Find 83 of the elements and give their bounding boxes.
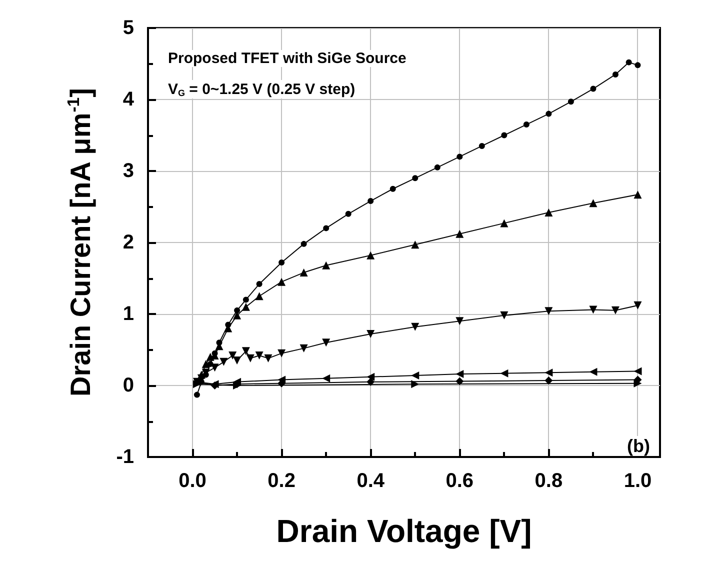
- point: [322, 261, 330, 270]
- x-tick-label: 0.0: [178, 470, 206, 492]
- point: [202, 360, 210, 368]
- point: [523, 122, 530, 128]
- point: [255, 351, 264, 360]
- point: [501, 132, 508, 138]
- point: [434, 164, 440, 170]
- point: [300, 344, 308, 352]
- point: [278, 260, 285, 266]
- annotation: (b): [627, 436, 650, 456]
- point: [544, 376, 553, 384]
- point: [390, 186, 396, 192]
- point: [411, 322, 420, 331]
- point: [411, 380, 420, 388]
- point: [300, 268, 308, 277]
- y-tick-label: 0: [122, 374, 134, 396]
- point: [300, 240, 307, 247]
- x-axis-title: Drain Voltage [V]: [276, 513, 532, 549]
- point: [456, 154, 463, 160]
- point: [500, 369, 508, 378]
- point: [589, 306, 598, 314]
- point: [220, 358, 228, 366]
- point: [366, 251, 375, 260]
- y-tick-label: 2: [122, 232, 134, 254]
- point: [611, 306, 620, 314]
- point: [278, 349, 286, 358]
- x-tick-label: 0.2: [268, 470, 296, 492]
- point: [194, 392, 200, 398]
- point: [228, 351, 237, 360]
- y-tick-label: 5: [122, 17, 134, 39]
- point: [264, 354, 272, 362]
- y-tick-label: 3: [122, 160, 134, 182]
- point: [634, 379, 642, 388]
- point: [412, 175, 418, 182]
- point: [546, 110, 552, 117]
- point: [456, 370, 464, 378]
- point: [255, 292, 264, 300]
- point: [411, 371, 420, 380]
- point: [345, 210, 352, 217]
- point: [322, 338, 330, 347]
- point: [368, 198, 374, 204]
- point: [634, 62, 641, 68]
- point: [246, 354, 254, 362]
- y-tick-label: 4: [122, 88, 135, 110]
- point: [242, 302, 250, 311]
- point: [500, 219, 508, 228]
- y-axis-title: Drain Current [nA μm-1]: [64, 88, 96, 396]
- point: [634, 190, 642, 199]
- y-tick-label: -1: [116, 446, 134, 468]
- point: [323, 225, 330, 232]
- point: [366, 378, 375, 386]
- point: [626, 59, 632, 66]
- point: [500, 311, 508, 320]
- annotation: Proposed TFET with SiGe Source: [168, 50, 406, 67]
- x-tick-label: 0.4: [356, 470, 386, 492]
- point: [256, 280, 262, 287]
- point: [278, 278, 286, 286]
- point: [544, 368, 553, 377]
- point: [366, 330, 375, 338]
- point: [233, 356, 242, 364]
- point: [544, 307, 553, 316]
- x-tick-label: 1.0: [624, 470, 652, 492]
- y-tick-label: 1: [122, 303, 134, 325]
- point: [634, 301, 642, 310]
- point: [478, 142, 485, 149]
- x-tick-label: 0.8: [534, 470, 563, 492]
- point: [612, 71, 618, 78]
- point: [590, 86, 596, 92]
- point: [322, 374, 330, 382]
- point: [544, 208, 553, 216]
- point: [634, 367, 642, 376]
- point: [456, 317, 464, 326]
- point: [242, 347, 250, 356]
- point: [234, 307, 240, 314]
- point: [411, 240, 420, 249]
- point: [589, 368, 598, 376]
- point: [456, 230, 464, 238]
- point: [366, 372, 375, 381]
- point: [456, 377, 464, 386]
- x-tick-label: 0.6: [446, 470, 474, 492]
- point: [242, 296, 249, 303]
- point: [589, 199, 598, 208]
- point: [568, 98, 574, 105]
